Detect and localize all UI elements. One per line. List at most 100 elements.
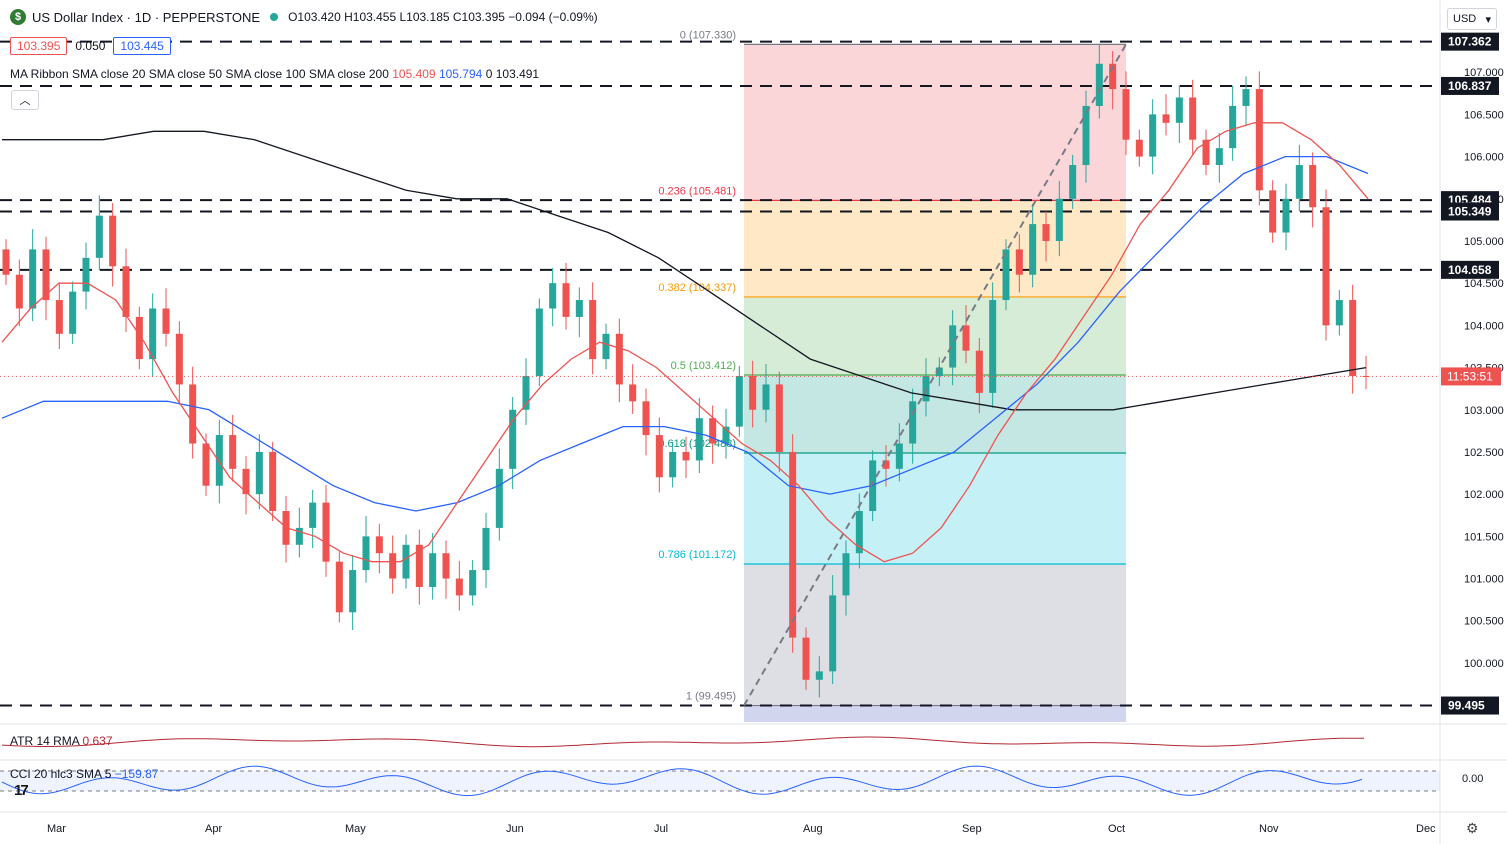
candle-body[interactable] <box>655 435 663 478</box>
candle-body[interactable] <box>602 333 610 360</box>
candle-body[interactable] <box>1029 224 1037 275</box>
candle-body[interactable] <box>175 333 183 385</box>
candle-body[interactable] <box>882 460 890 469</box>
candle-body[interactable] <box>1149 114 1157 157</box>
candle-body[interactable] <box>1135 139 1143 157</box>
candle-body[interactable] <box>1095 63 1103 106</box>
candle-body[interactable] <box>522 376 530 410</box>
candle-body[interactable] <box>242 468 250 495</box>
candle-body[interactable] <box>735 376 743 427</box>
sma50-line[interactable] <box>1 155 1369 512</box>
candle-body[interactable] <box>429 553 437 587</box>
cci-line[interactable] <box>1 765 1363 797</box>
candle-body[interactable] <box>495 468 503 528</box>
candle-body[interactable] <box>375 536 383 554</box>
candle-body[interactable] <box>1229 105 1237 149</box>
candle-body[interactable] <box>535 308 543 376</box>
candle-body[interactable] <box>1362 376 1370 377</box>
candle-body[interactable] <box>1055 198 1063 241</box>
candle-body[interactable] <box>389 553 397 579</box>
candle-body[interactable] <box>1335 300 1343 326</box>
symbol-title[interactable]: US Dollar Index · 1D · PEPPERSTONE <box>32 9 261 25</box>
candle-body[interactable] <box>55 300 63 334</box>
candle-body[interactable] <box>1069 165 1077 199</box>
candle-body[interactable] <box>1255 89 1263 191</box>
candle-body[interactable] <box>349 570 357 613</box>
candle-body[interactable] <box>455 578 463 596</box>
candle-body[interactable] <box>42 249 50 301</box>
candle-body[interactable] <box>669 451 677 478</box>
candle-body[interactable] <box>229 435 237 469</box>
candle-body[interactable] <box>802 637 810 680</box>
ask-price[interactable]: 103.445 <box>113 37 171 55</box>
gear-icon[interactable]: ⚙ <box>1466 820 1479 836</box>
candle-body[interactable] <box>1042 224 1050 241</box>
candle-body[interactable] <box>1282 198 1290 233</box>
candle-body[interactable] <box>749 376 757 410</box>
candle-body[interactable] <box>1082 105 1090 166</box>
candle-body[interactable] <box>589 300 597 360</box>
candle-body[interactable] <box>109 215 117 267</box>
candle-body[interactable] <box>949 325 957 368</box>
candle-body[interactable] <box>415 544 423 587</box>
bid-price[interactable]: 103.395 <box>10 37 68 55</box>
candle-body[interactable] <box>189 384 197 444</box>
candle-body[interactable] <box>442 553 450 579</box>
candle-body[interactable] <box>335 561 343 613</box>
ma-ribbon-legend[interactable]: MA Ribbon SMA close 20 SMA close 50 SMA … <box>10 67 539 81</box>
candle-body[interactable] <box>1189 97 1197 140</box>
candle-body[interactable] <box>1295 165 1303 199</box>
candle-body[interactable] <box>295 527 303 545</box>
candle-body[interactable] <box>1322 207 1330 326</box>
candle-body[interactable] <box>842 553 850 596</box>
candle-body[interactable] <box>722 426 730 444</box>
candle-body[interactable] <box>402 544 410 579</box>
candle-body[interactable] <box>935 367 943 376</box>
candle-body[interactable] <box>709 418 717 444</box>
candle-body[interactable] <box>135 316 143 360</box>
atr-line[interactable] <box>1 736 1365 748</box>
candle-body[interactable] <box>1242 89 1250 106</box>
candle-body[interactable] <box>829 595 837 672</box>
candle-body[interactable] <box>629 384 637 402</box>
candle-body[interactable] <box>1175 97 1183 123</box>
candle-body[interactable] <box>962 325 970 351</box>
candle-body[interactable] <box>69 291 77 334</box>
candle-body[interactable] <box>469 570 477 596</box>
candle-body[interactable] <box>1122 89 1130 140</box>
candle-body[interactable] <box>1109 63 1117 90</box>
candle-body[interactable] <box>1202 139 1210 166</box>
candle-body[interactable] <box>2 249 10 275</box>
candle-body[interactable] <box>695 418 703 461</box>
candle-body[interactable] <box>682 451 690 461</box>
cci-legend[interactable]: CCI 20 hlc3 SMA 5 −159.87 <box>10 767 158 781</box>
candle-body[interactable] <box>815 671 823 680</box>
candle-body[interactable] <box>1015 249 1023 275</box>
collapse-legend-button[interactable]: ︿ <box>11 90 39 110</box>
candle-body[interactable] <box>482 527 490 571</box>
candle-body[interactable] <box>562 283 570 317</box>
candle-body[interactable] <box>989 300 997 393</box>
candle-body[interactable] <box>789 451 797 638</box>
candle-body[interactable] <box>255 451 263 495</box>
candle-body[interactable] <box>322 502 330 562</box>
candle-body[interactable] <box>855 511 863 554</box>
candle-body[interactable] <box>642 401 650 436</box>
sma20-line[interactable] <box>1 122 1369 563</box>
fib-trend-line[interactable] <box>743 43 1127 707</box>
candle-body[interactable] <box>762 384 770 410</box>
candle-body[interactable] <box>122 266 130 317</box>
candle-body[interactable] <box>1215 148 1223 166</box>
atr-legend[interactable]: ATR 14 RMA 0.637 <box>10 734 113 748</box>
candle-body[interactable] <box>549 283 557 309</box>
candle-body[interactable] <box>215 435 223 486</box>
candle-body[interactable] <box>1002 249 1010 301</box>
candle-body[interactable] <box>1349 300 1357 376</box>
candle-body[interactable] <box>1162 114 1170 123</box>
candle-body[interactable] <box>202 443 210 486</box>
candle-body[interactable] <box>895 443 903 469</box>
currency-select[interactable]: USD ▾ <box>1447 8 1497 30</box>
candle-body[interactable] <box>162 308 170 334</box>
candle-body[interactable] <box>15 274 23 309</box>
